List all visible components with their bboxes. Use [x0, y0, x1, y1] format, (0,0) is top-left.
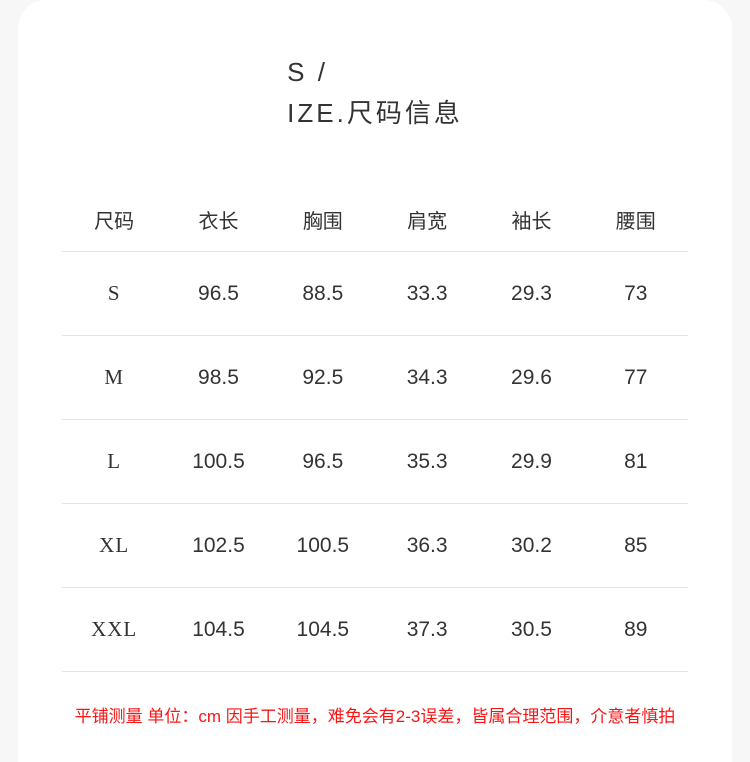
title-line-1: S / — [287, 57, 328, 87]
cell-measurement-value: 104.5 — [296, 617, 350, 641]
header-cell: 袖长 — [511, 211, 552, 233]
cell-measurement-value: 98.5 — [198, 365, 239, 389]
cell-size-label: M — [104, 365, 124, 389]
cell-measurement-value: 29.6 — [511, 365, 552, 389]
header-cell: 腰围 — [615, 211, 656, 233]
table-row: L 100.5 96.5 35.3 29.9 81 — [62, 420, 688, 504]
cell-measurement-value: 102.5 — [192, 533, 245, 557]
cell-measurement-value: 34.3 — [406, 365, 448, 389]
cell-measurement-value: 33.3 — [406, 281, 448, 305]
cell-size-label: XL — [99, 533, 130, 557]
table-row: M 98.5 92.5 34.3 29.6 77 — [62, 336, 688, 420]
cell-measurement-value: 30.5 — [511, 617, 552, 641]
page-title: S / IZE.尺码信息 — [287, 52, 463, 134]
cell-measurement-value: 29.9 — [511, 449, 552, 473]
cell-measurement-value: 104.5 — [192, 617, 245, 641]
cell-measurement-value: 30.2 — [511, 533, 552, 557]
cell-measurement-value: 100.5 — [296, 533, 350, 557]
cell-measurement-value: 89 — [624, 617, 648, 641]
cell-size-label: XXL — [91, 617, 138, 641]
cell-measurement-value: 29.3 — [511, 281, 552, 305]
size-table: 尺码 衣长 胸围 肩宽 袖长 腰围 S 96.5 88.5 33.3 29.3 73 M 98.5 92.… — [62, 188, 688, 672]
measurement-note: 平铺测量 单位：cm 因手工测量，难免会有2-3误差，皆属合理范围，介意者慎拍 — [74, 707, 676, 726]
table-row: XL 102.5 100.5 36.3 30.2 85 — [62, 504, 688, 588]
size-section-title: S / IZE.尺码信息 — [18, 0, 732, 134]
table-header-row: 尺码 衣长 胸围 肩宽 袖长 腰围 — [62, 188, 688, 252]
cell-measurement-value: 77 — [624, 365, 648, 389]
cell-measurement-value: 73 — [624, 281, 648, 305]
cell-measurement-value: 88.5 — [302, 281, 344, 305]
cell-measurement-value: 81 — [624, 449, 648, 473]
cell-measurement-value: 36.3 — [406, 533, 448, 557]
header-cell: 尺码 — [94, 211, 135, 233]
cell-measurement-value: 85 — [624, 533, 648, 557]
cell-measurement-value: 35.3 — [406, 449, 448, 473]
cell-size-label: L — [107, 449, 122, 473]
title-line-2: IZE.尺码信息 — [287, 98, 463, 128]
cell-measurement-value: 100.5 — [192, 449, 245, 473]
table-body: S 96.5 88.5 33.3 29.3 73 M 98.5 92.5 34.3 29.6 77 L 1… — [62, 252, 688, 672]
table-row: XXL 104.5 104.5 37.3 30.5 89 — [62, 588, 688, 672]
header-cell: 肩宽 — [407, 211, 448, 233]
cell-measurement-value: 37.3 — [406, 617, 448, 641]
cell-measurement-value: 96.5 — [302, 449, 344, 473]
product-size-card: S / IZE.尺码信息 尺码 衣长 胸围 肩宽 袖长 腰围 S 96.5 88.5 33.3 2… — [18, 0, 732, 762]
header-cell: 衣长 — [198, 211, 239, 233]
cell-measurement-value: 96.5 — [198, 281, 239, 305]
table-row: S 96.5 88.5 33.3 29.3 73 — [62, 252, 688, 336]
header-cell: 胸围 — [302, 211, 343, 233]
cell-measurement-value: 92.5 — [302, 365, 344, 389]
cell-size-label: S — [107, 281, 121, 305]
